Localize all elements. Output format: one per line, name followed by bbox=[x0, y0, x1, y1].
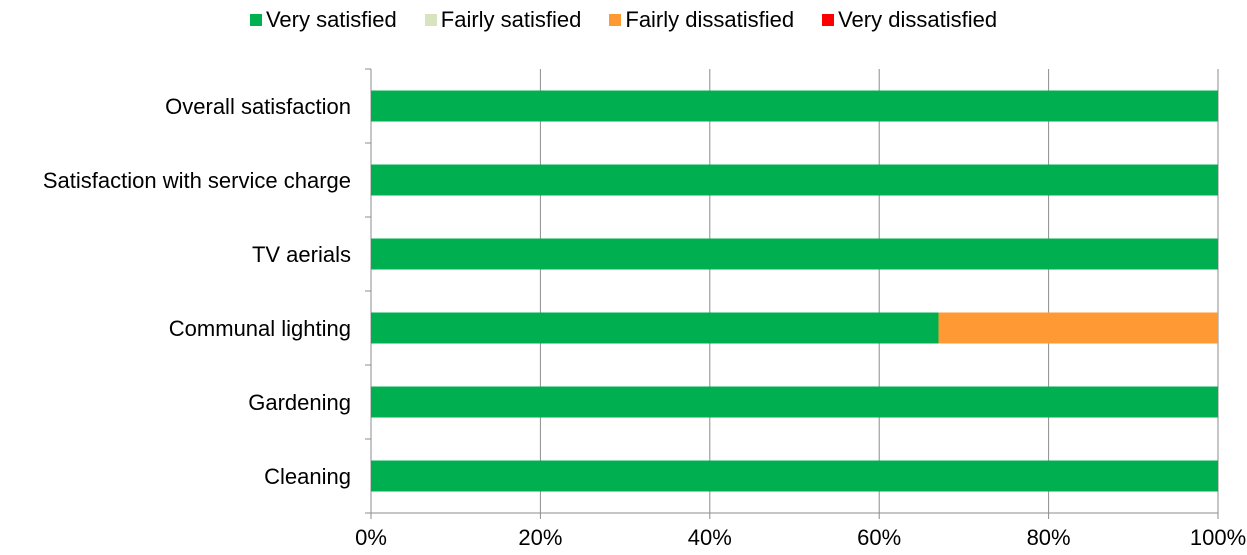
bar-very-satisfied bbox=[371, 312, 939, 344]
bar-fairly-dissatisfied bbox=[938, 312, 1218, 344]
legend-item-fairly-satisfied: Fairly satisfied bbox=[424, 7, 582, 33]
legend-label: Very satisfied bbox=[265, 7, 397, 32]
legend-swatch bbox=[249, 14, 262, 26]
bar-very-satisfied bbox=[371, 238, 1218, 270]
x-tick-label: 80% bbox=[1027, 525, 1071, 550]
legend-label: Fairly dissatisfied bbox=[625, 7, 795, 32]
x-tick-label: 0% bbox=[355, 525, 387, 550]
category-label: Gardening bbox=[248, 390, 351, 415]
legend-swatch bbox=[424, 14, 437, 26]
chart-legend: Very satisfied Fairly satisfied Fairly dis… bbox=[0, 6, 1247, 34]
category-label: TV aerials bbox=[252, 242, 351, 267]
category-label: Satisfaction with service charge bbox=[43, 168, 351, 193]
legend-item-very-dissatisfied: Very dissatisfied bbox=[822, 7, 997, 33]
legend-label: Fairly satisfied bbox=[440, 7, 582, 32]
legend-item-very-satisfied: Very satisfied bbox=[249, 7, 397, 33]
category-label: Communal lighting bbox=[169, 316, 351, 341]
legend-swatch bbox=[822, 14, 835, 26]
bar-very-satisfied bbox=[371, 460, 1218, 492]
x-tick-label: 60% bbox=[857, 525, 901, 550]
bar-very-satisfied bbox=[371, 386, 1218, 418]
bar-very-satisfied bbox=[371, 164, 1218, 196]
legend-label: Very dissatisfied bbox=[838, 7, 998, 32]
x-tick-label: 100% bbox=[1190, 525, 1246, 550]
bar-very-satisfied bbox=[371, 90, 1218, 122]
legend-swatch bbox=[609, 14, 622, 26]
x-tick-label: 40% bbox=[688, 525, 732, 550]
legend-item-fairly-dissatisfied: Fairly dissatisfied bbox=[609, 7, 794, 33]
category-label: Cleaning bbox=[264, 464, 351, 489]
category-label: Overall satisfaction bbox=[165, 94, 351, 119]
x-tick-label: 20% bbox=[518, 525, 562, 550]
